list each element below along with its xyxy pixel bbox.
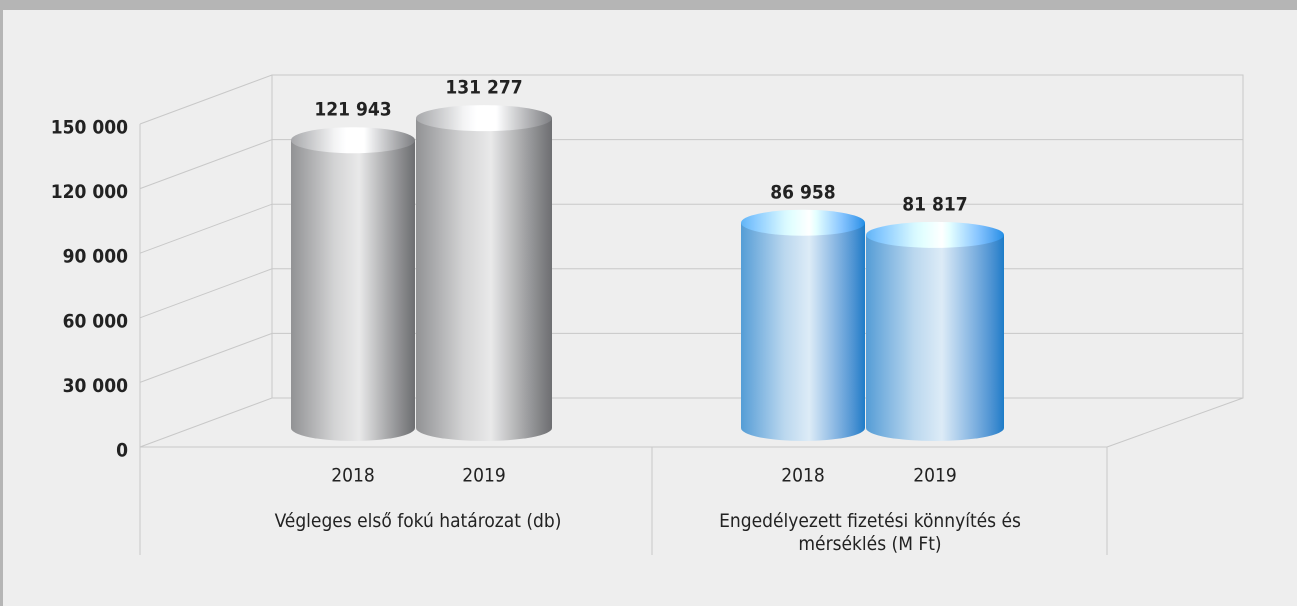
cylinder-top: [291, 127, 415, 154]
y-tick-label: 150 000: [51, 117, 128, 139]
cylinder-body: [291, 140, 415, 441]
floor-right: [1106, 397, 1244, 448]
value-label: 81 817: [902, 193, 967, 215]
cylinder-body: [416, 118, 552, 441]
value-label: 121 943: [314, 99, 391, 121]
left-border: [0, 10, 3, 606]
cylinder-top: [741, 209, 865, 236]
x-tick-label: 2018: [331, 465, 375, 487]
y-tick-label: 90 000: [63, 246, 129, 268]
value-label: 131 277: [445, 77, 522, 99]
cylinder-top: [416, 105, 552, 132]
group-label: Végleges első fokú határozat (db): [274, 510, 562, 532]
grid-line: [139, 139, 1243, 190]
y-tick-label: 30 000: [63, 375, 129, 397]
value-label: 86 958: [770, 181, 835, 203]
x-tick-label: 2019: [462, 465, 506, 487]
y-tick-label: 60 000: [63, 310, 129, 332]
x-tick-label: 2019: [913, 465, 957, 487]
cylinder-body: [741, 222, 865, 441]
grid-line: [139, 74, 1243, 125]
cylinder-top: [866, 221, 1004, 248]
cylinder-body: [866, 234, 1004, 441]
grid-line: [139, 203, 1243, 254]
top-bar: [0, 0, 1297, 10]
y-tick-label: 0: [116, 440, 128, 462]
y-tick-label: 120 000: [51, 181, 128, 203]
x-tick-label: 2018: [781, 465, 825, 487]
group-label: Engedélyezett fizetési könnyítés és mérs…: [719, 510, 1021, 555]
